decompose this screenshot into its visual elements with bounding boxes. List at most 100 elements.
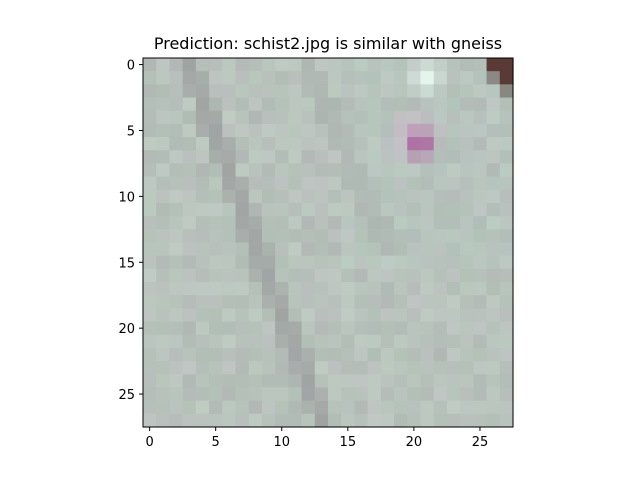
pixel-cell (288, 295, 303, 309)
pixel-cell (367, 137, 382, 151)
pixel-cell (156, 189, 171, 204)
pixel-cell (394, 216, 408, 230)
pixel-cell (446, 400, 461, 415)
pixel-cell (367, 374, 382, 389)
pixel-cell (473, 387, 488, 402)
pixel-cell (301, 347, 316, 362)
pixel-cell (460, 255, 474, 270)
pixel-cell (499, 163, 514, 178)
pixel-cell (301, 268, 316, 283)
pixel-cell (354, 137, 369, 151)
pixel-cell (486, 150, 501, 165)
pixel-cell (235, 137, 250, 151)
pixel-cell (156, 400, 171, 415)
pixel-cell (341, 242, 356, 257)
pixel-cell (407, 334, 422, 349)
pixel-cell (380, 176, 395, 191)
pixel-cell (235, 123, 250, 138)
pixel-cell (446, 295, 461, 309)
pixel-cell (420, 374, 435, 389)
pixel-cell (195, 347, 210, 362)
pixel-cell (288, 123, 303, 138)
pixel-cell (499, 84, 514, 99)
pixel-cell (420, 137, 435, 151)
image-layer (143, 58, 514, 428)
pixel-cell (446, 268, 461, 283)
pixel-cell (433, 176, 448, 191)
pixel-cell (248, 97, 263, 112)
pixel-cell (433, 123, 448, 138)
pixel-cell (209, 374, 223, 389)
pixel-cell (499, 176, 514, 191)
pixel-cell (301, 84, 316, 99)
pixel-cell (288, 282, 303, 296)
axes-frame (142, 57, 514, 428)
pixel-cell (222, 387, 237, 402)
pixel-cell (486, 334, 501, 349)
pixel-cell (473, 347, 488, 362)
pixel-cell (222, 400, 237, 415)
y-axis: 0 5 10 15 20 25 (118, 59, 143, 403)
pixel-cell (156, 295, 171, 309)
pixel-cell (407, 255, 422, 270)
pixel-cell (235, 58, 250, 72)
pixel-cell (156, 229, 171, 244)
pixel-cell (367, 308, 382, 323)
pixel-cell (288, 268, 303, 283)
pixel-cell (380, 347, 395, 362)
pixel-cell (420, 387, 435, 402)
pixel-cell (354, 163, 369, 178)
pixel-cell (235, 189, 250, 204)
pixel-cell (261, 374, 276, 389)
pixel-cell (473, 163, 488, 178)
pixel-cell (473, 216, 488, 230)
pixel-cell (460, 229, 474, 244)
pixel-cell (288, 387, 303, 402)
pixel-cell (156, 374, 171, 389)
pixel-cell (486, 387, 501, 402)
pixel-cell (209, 400, 223, 415)
pixel-cell (275, 387, 289, 402)
pixel-cell (195, 84, 210, 99)
pixel-cell (367, 97, 382, 112)
pixel-cell (394, 361, 408, 375)
pixel-cell (446, 58, 461, 72)
pixel-cell (182, 150, 197, 165)
pixel-cell (394, 176, 408, 191)
pixel-cell (446, 255, 461, 270)
pixel-cell (156, 255, 171, 270)
pixel-cell (275, 374, 289, 389)
pixel-cell (288, 255, 303, 270)
pixel-cell (460, 400, 474, 415)
pixel-cell (182, 374, 197, 389)
pixel-cell (407, 387, 422, 402)
pixel-cell (380, 123, 395, 138)
pixel-cell (328, 321, 342, 336)
pixel-cell (235, 361, 250, 375)
pixel-cell (261, 308, 276, 323)
y-tick-label: 5 (127, 124, 135, 139)
pixel-cell (301, 242, 316, 257)
pixel-cell (222, 334, 237, 349)
pixel-cell (222, 110, 237, 125)
pixel-cell (354, 361, 369, 375)
pixel-cell (367, 110, 382, 125)
pixel-cell (195, 387, 210, 402)
pixel-cell (182, 84, 197, 99)
pixel-cell (433, 163, 448, 178)
pixel-cell (248, 361, 263, 375)
pixel-cell (288, 321, 303, 336)
pixel-cell (235, 334, 250, 349)
pixel-cell (314, 202, 329, 217)
pixel-cell (420, 229, 435, 244)
pixel-cell (209, 84, 223, 99)
pixel-cell (156, 123, 171, 138)
pixel-cell (288, 163, 303, 178)
pixel-cell (341, 334, 356, 349)
pixel-cell (275, 268, 289, 283)
pixel-cell (182, 97, 197, 112)
pixel-cell (209, 282, 223, 296)
pixel-cell (235, 150, 250, 165)
pixel-cell (288, 71, 303, 85)
pixel-cell (169, 137, 184, 151)
